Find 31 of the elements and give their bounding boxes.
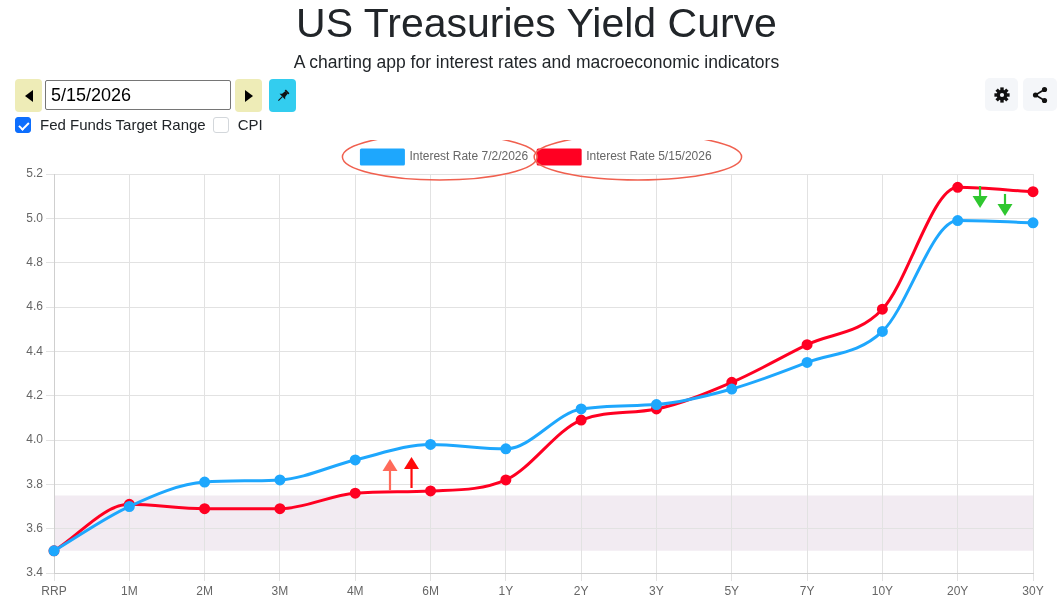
x-tick-label: 30Y	[1022, 583, 1044, 598]
y-tick-label: 4.4	[26, 343, 44, 358]
y-tick-label: 5.2	[26, 166, 44, 181]
x-tick-label: 3Y	[649, 583, 664, 598]
text: CPI	[237, 116, 263, 134]
x-tick-label: RRP	[41, 583, 67, 598]
y-tick-label: 4.8	[26, 254, 44, 269]
x-tick-label: 3M	[271, 583, 289, 598]
y-tick-label: 3.8	[26, 476, 44, 491]
legend-label: Interest Rate 7/2/2026	[409, 149, 529, 164]
chart-title: US Treasuries Yield Curve	[295, 0, 778, 46]
chart-subtitle: A charting app for interest rates and macroeconomic indicators	[292, 51, 781, 73]
x-tick-label: 4M	[346, 583, 364, 598]
legend-label: Interest Rate 5/15/2026	[586, 149, 712, 164]
x-tick-label: 7Y	[799, 583, 815, 598]
date-field: 5/15/2026	[45, 80, 231, 110]
x-tick-label: 5Y	[724, 583, 740, 598]
y-tick-label: 4.0	[26, 432, 44, 447]
x-tick-label: 6M	[422, 583, 439, 598]
x-tick-label: 1Y	[498, 583, 514, 598]
x-tick-label: 2Y	[573, 583, 589, 598]
y-tick-label: 4.6	[26, 299, 44, 314]
x-tick-label: 2M	[196, 583, 213, 598]
x-tick-label: 20Y	[947, 583, 969, 598]
x-tick-label: 10Y	[871, 583, 894, 598]
y-tick-label: 3.4	[26, 565, 44, 580]
y-tick-label: 3.6	[26, 520, 44, 535]
x-tick-label: 1M	[120, 583, 138, 598]
y-tick-label: 4.2	[26, 387, 44, 402]
y-tick-label: 5.0	[26, 210, 44, 225]
text: Fed Funds Target Range	[40, 116, 206, 134]
